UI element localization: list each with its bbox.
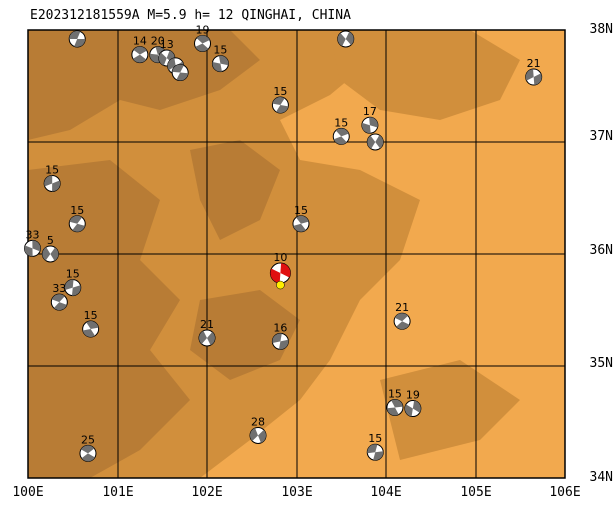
depth-label: 19: [196, 23, 210, 36]
depth-label: 15: [84, 309, 98, 322]
event-mechanism: [131, 46, 149, 64]
lon-label-105: 105E: [460, 485, 492, 500]
event-mechanism: [43, 174, 61, 192]
event-mechanism: [194, 34, 212, 52]
map-title: E20231218155​9A M=5.9 h= 12 QINGHAI, CHI…: [30, 8, 351, 23]
depth-label: 5: [47, 234, 54, 247]
epicenter-marker: [276, 280, 285, 290]
terrain-mid-south: [380, 360, 520, 460]
lat-label-35: 35N: [589, 356, 613, 371]
lat-label-34: 34N: [589, 470, 613, 485]
depth-label: 21: [395, 301, 409, 314]
depth-label: 15: [66, 268, 80, 281]
depth-label: 14: [133, 35, 147, 48]
event-mechanism: [68, 30, 86, 48]
depth-label: 15: [388, 387, 402, 400]
event-mechanism: [337, 30, 355, 48]
mainshock-mechanism: [269, 262, 291, 284]
event-mechanism: [68, 215, 86, 233]
lat-label-38: 38N: [589, 22, 613, 37]
event-mechanism: [23, 239, 41, 257]
depth-label: 28: [251, 415, 265, 428]
event-mechanism: [41, 245, 59, 263]
event-mechanism: [249, 426, 267, 444]
lat-label-37: 37N: [589, 129, 613, 144]
depth-label: 21: [527, 57, 541, 70]
event-mechanism: [271, 96, 289, 114]
terrain-dark-west: [28, 160, 190, 478]
event-mechanism: [211, 55, 229, 73]
lon-label-101: 101E: [102, 485, 134, 500]
depth-label: 10: [273, 251, 287, 264]
depth-label: 15: [70, 204, 84, 217]
depth-label: 17: [363, 105, 377, 118]
depth-label: 15: [213, 44, 227, 57]
terrain-dark-band: [190, 290, 300, 380]
depth-label: 20: [151, 35, 165, 48]
depth-label: 25: [81, 433, 95, 446]
depth-label: 15: [45, 163, 59, 176]
event-mechanism: [386, 398, 404, 416]
terrain-dark-center: [190, 140, 280, 240]
depth-label: 19: [406, 389, 420, 402]
depth-label: 33: [25, 228, 39, 241]
lon-label-104: 104E: [370, 485, 402, 500]
event-mechanism: [171, 64, 189, 82]
depth-label: 15: [294, 204, 308, 217]
depth-label: 21: [200, 318, 214, 331]
event-mechanism: [366, 443, 384, 461]
lon-label-102: 102E: [191, 485, 223, 500]
lon-label-100: 100E: [12, 485, 44, 500]
event-mechanism: [82, 320, 100, 338]
event-mechanism: [404, 400, 422, 418]
graticule: [27, 29, 566, 479]
event-mechanism: [332, 127, 350, 145]
depth-label: 33: [52, 282, 66, 295]
event-mechanism: [525, 68, 543, 86]
event-mechanism: [64, 279, 82, 297]
event-mechanism: [361, 116, 379, 134]
depth-label: 13: [160, 38, 174, 51]
depth-label: 15: [334, 116, 348, 129]
event-mechanism: [292, 215, 310, 233]
lon-label-106: 106E: [549, 485, 581, 500]
event-mechanism: [271, 332, 289, 350]
lat-label-36: 36N: [589, 243, 613, 258]
event-mechanism: [50, 293, 68, 311]
terrain-dark-north: [28, 30, 260, 140]
depth-label: 15: [368, 432, 382, 445]
event-mechanism: [366, 133, 384, 151]
lon-label-103: 103E: [281, 485, 313, 500]
depth-label: 16: [273, 321, 287, 334]
event-mechanism: [79, 444, 97, 462]
event-mechanism: [198, 329, 216, 347]
depth-label: 15: [273, 85, 287, 98]
terrain-mid-east: [330, 30, 520, 120]
event-mechanism: [393, 312, 411, 330]
